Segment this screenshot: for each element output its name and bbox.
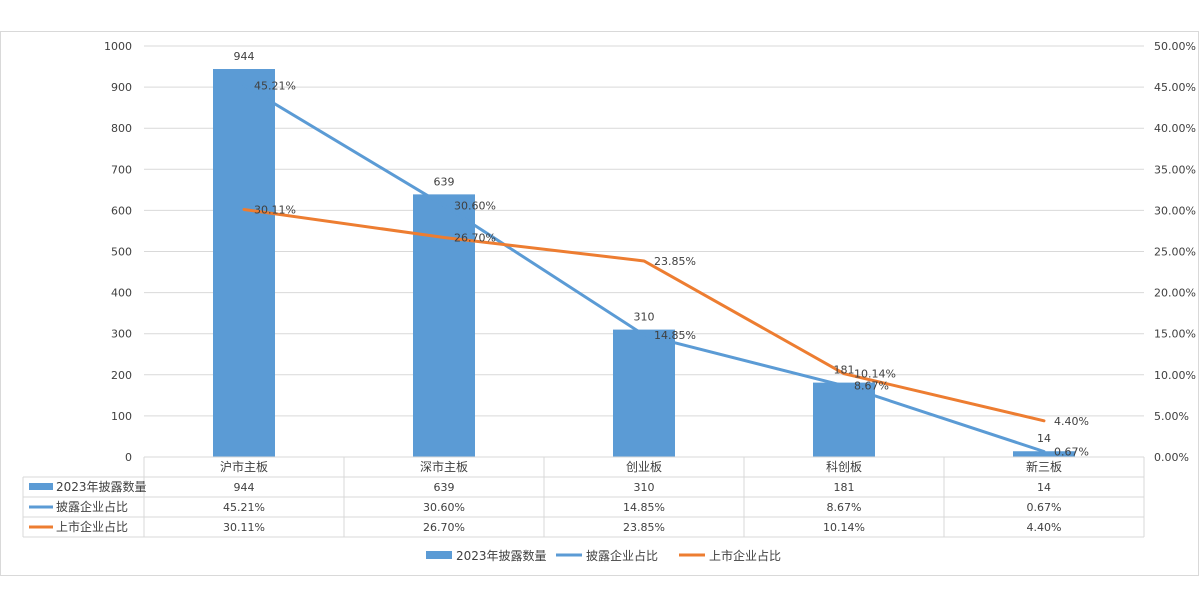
bar <box>213 69 275 458</box>
table-cell: 14.85% <box>623 501 665 514</box>
y-left-tick-label: 900 <box>111 81 132 94</box>
bar <box>1013 451 1075 457</box>
table-cell: 4.40% <box>1027 521 1062 534</box>
table-cell: 639 <box>434 481 455 494</box>
y-left-tick-label: 300 <box>111 328 132 341</box>
y-right-tick-label: 0.00% <box>1154 451 1189 464</box>
y-right-tick-label: 40.00% <box>1154 122 1196 135</box>
listed-ratio-label: 23.85% <box>654 255 696 268</box>
table-cell: 310 <box>634 481 655 494</box>
table-cell: 30.60% <box>423 501 465 514</box>
listed-ratio-label: 26.70% <box>454 232 496 245</box>
listed-ratio-label: 30.11% <box>254 203 296 216</box>
disclosure-ratio-label: 0.67% <box>1054 445 1089 458</box>
disclosure-ratio-label: 45.21% <box>254 79 296 92</box>
table-cell: 181 <box>834 481 855 494</box>
y-right-tick-label: 5.00% <box>1154 410 1189 423</box>
category-label: 科创板 <box>826 460 862 474</box>
bar <box>613 329 675 457</box>
combo-chart: 0 100 200 300 400 500 600 700 800 900 1000 0.00% 5.0… <box>22 40 1196 563</box>
y-right-tick-label: 45.00% <box>1154 81 1196 94</box>
legend-key-bar <box>426 551 452 559</box>
bar-data-label: 181 <box>834 364 855 377</box>
category-label: 沪市主板 <box>220 459 268 474</box>
table-series-name: 上市企业占比 <box>56 519 128 534</box>
disclosure-ratio-label: 30.60% <box>454 199 496 212</box>
category-label: 创业板 <box>626 460 662 474</box>
category-label: 新三板 <box>1026 459 1062 474</box>
disclosure-ratio-label: 8.67% <box>854 380 889 393</box>
y-right-tick-label: 15.00% <box>1154 328 1196 341</box>
y-right-tick-label: 30.00% <box>1154 204 1196 217</box>
table-series-name: 披露企业占比 <box>56 499 128 514</box>
legend-label: 披露企业占比 <box>586 548 658 563</box>
y-left-tick-label: 400 <box>111 287 132 300</box>
bar-data-label: 944 <box>234 50 255 63</box>
y-left-tick-label: 600 <box>111 204 132 217</box>
table-cell: 944 <box>234 481 255 494</box>
bar-data-label: 639 <box>434 175 455 188</box>
table-cell: 14 <box>1037 481 1051 494</box>
legend-label: 上市企业占比 <box>709 548 781 563</box>
table-cell: 45.21% <box>223 501 265 514</box>
y-left-tick-label: 800 <box>111 122 132 135</box>
bar <box>813 382 875 457</box>
listed-ratio-line <box>242 207 1046 423</box>
table-legend-key <box>29 483 53 490</box>
y-left-tick-label: 100 <box>111 410 132 423</box>
table-series-name: 2023年披露数量 <box>56 479 147 494</box>
y-left-tick-label: 1000 <box>104 40 132 53</box>
y-left-tick-label: 200 <box>111 369 132 382</box>
table-cell: 0.67% <box>1027 501 1062 514</box>
bar-data-label: 310 <box>634 311 655 324</box>
bar-data-label: 14 <box>1037 432 1051 445</box>
y-right-tick-label: 35.00% <box>1154 163 1196 176</box>
category-label: 深市主板 <box>420 459 468 474</box>
y-right-tick-label: 20.00% <box>1154 287 1196 300</box>
chart-frame: 0 100 200 300 400 500 600 700 800 900 1000 0.00% 5.0… <box>0 31 1199 576</box>
y-right-tick-label: 10.00% <box>1154 369 1196 382</box>
table-cell: 8.67% <box>827 501 862 514</box>
disclosure-ratio-label: 14.85% <box>654 329 696 342</box>
y-left-tick-label: 0 <box>125 451 132 464</box>
table-cell: 30.11% <box>223 521 265 534</box>
table-cell: 10.14% <box>823 521 865 534</box>
y-right-tick-label: 50.00% <box>1154 40 1196 53</box>
y-left-tick-label: 500 <box>111 246 132 259</box>
y-right-tick-label: 25.00% <box>1154 246 1196 259</box>
legend-label: 2023年披露数量 <box>456 548 547 563</box>
y-left-tick-label: 700 <box>111 163 132 176</box>
listed-ratio-label: 4.40% <box>1054 415 1089 428</box>
table-cell: 26.70% <box>423 521 465 534</box>
listed-ratio-label: 10.14% <box>854 368 896 381</box>
table-cell: 23.85% <box>623 521 665 534</box>
disclosure-ratio-line <box>242 83 1046 453</box>
